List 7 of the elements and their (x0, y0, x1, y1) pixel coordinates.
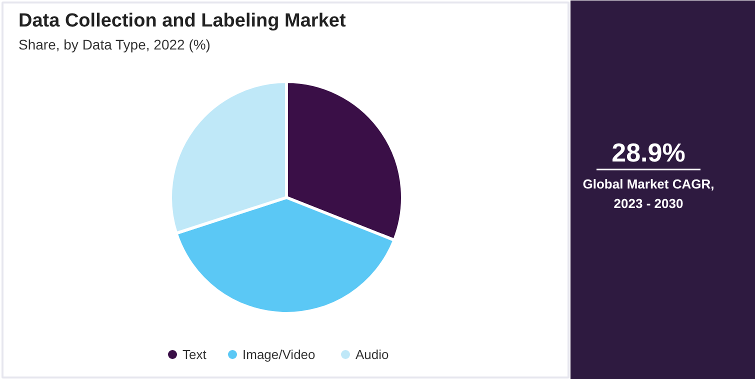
chart-title: Data Collection and Labeling Market (18, 10, 346, 32)
legend-label: Image/Video (242, 347, 316, 362)
text: 28.9% (612, 138, 686, 168)
legend-label: Text (182, 347, 207, 362)
chart-subtitle: Share, by Data Type, 2022 (%) (18, 36, 210, 52)
text: Global Market CAGR, 2023 - 2030 (582, 176, 714, 211)
legend-label: Audio (356, 347, 389, 362)
